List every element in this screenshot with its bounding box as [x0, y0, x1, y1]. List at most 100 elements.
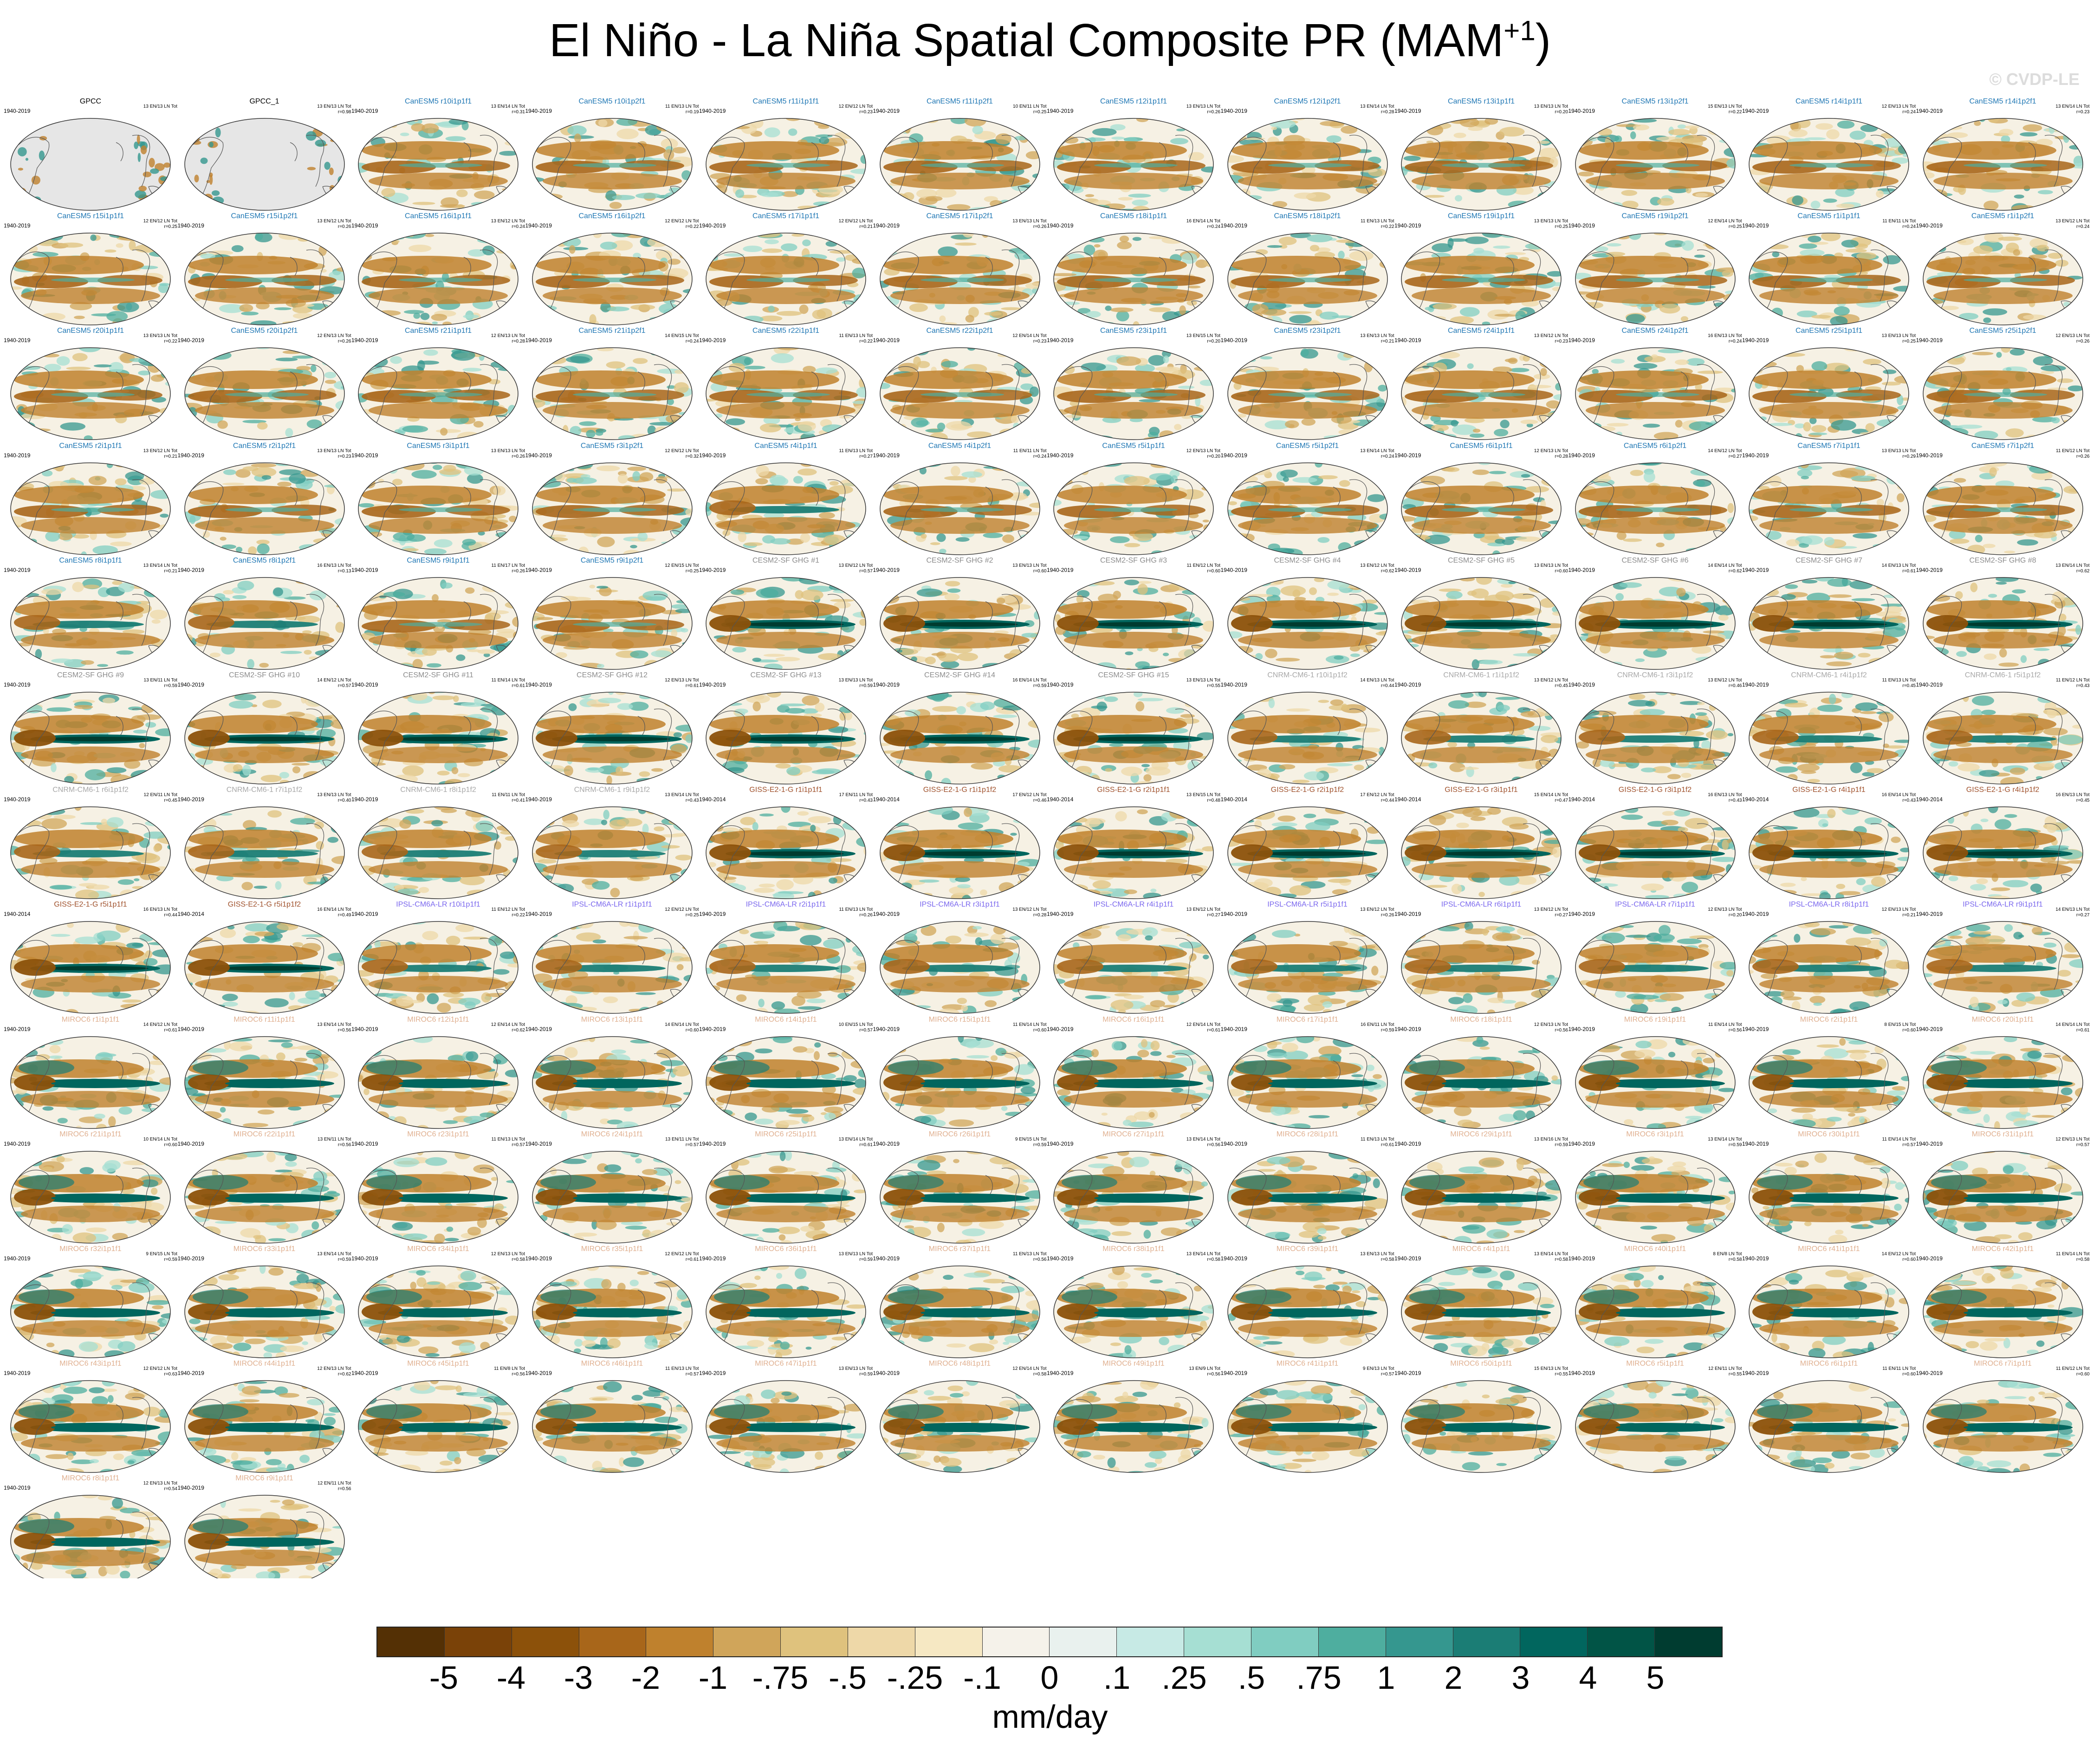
composite-map — [1227, 1151, 1388, 1244]
panel-event-count: 13 EN/13 LN Tot r=0.55 — [1186, 678, 1220, 689]
panel-event-count: 13 EN/14 LN Tot r=0.58 — [1534, 1252, 1568, 1263]
panel-count-text: 11 EN/13 LN Tot — [1882, 678, 1916, 683]
panel-title: CNRM-CM6-1 r7i1p1f2 — [226, 786, 303, 794]
colorbar-swatch — [579, 1628, 647, 1656]
panel-title: CNRM-CM6-1 r1i1p1f2 — [1443, 671, 1519, 679]
panel-title: MIROC6 r47i1p1f1 — [755, 1360, 817, 1368]
map-panel: CESM2-SF GHG #9 1940-2019 13 EN/11 LN Tot r… — [4, 671, 177, 787]
map-panel: CNRM-CM6-1 r3i1p1f2 1940-2019 13 EN/12 LN … — [1569, 671, 1742, 787]
panel-event-count: 12 EN/15 LN Tot r=0.25 — [665, 563, 699, 574]
panel-event-count: 11 EN/12 LN Tot r=0.43 — [2056, 678, 2089, 689]
panel-event-count: 13 EN/12 LN Tot r=0.24 — [491, 219, 525, 230]
map-panel: CanESM5 r12i1p1f1 1940-2019 13 EN/13 LN To… — [1047, 97, 1220, 214]
composite-map — [1922, 1380, 2083, 1473]
map-panel: CanESM5 r3i1p1f1 1940-2019 13 EN/13 LN Tot… — [351, 442, 525, 558]
panel-title: CanESM5 r3i1p1f1 — [407, 441, 470, 450]
panel-count-text: 14 EN/13 LN Tot — [2055, 907, 2090, 913]
map-panel: CanESM5 r21i1p2f1 1940-2019 14 EN/15 LN To… — [525, 327, 699, 443]
panel-count-text: 13 EN/9 LN Tot — [1189, 1366, 1220, 1372]
panel-pattern-correlation: r=0.21 — [859, 224, 873, 230]
panel-pattern-correlation: r=0.20 — [1207, 454, 1220, 459]
panel-event-count: 12 EN/14 LN Tot r=0.62 — [491, 1022, 525, 1033]
composite-map — [1575, 806, 1736, 899]
map-panel: CanESM5 r1i1p2f1 1940-2019 13 EN/12 LN Tot… — [1916, 212, 2090, 328]
panel-count-text: 13 EN/14 LN Tot — [1186, 1252, 1220, 1257]
panel-count-text: 13 EN/13 LN Tot — [1360, 333, 1394, 339]
composite-map — [1922, 806, 2083, 899]
panel-pattern-correlation: r=0.56 — [1207, 1372, 1220, 1377]
panel-pattern-correlation: r=0.27 — [2076, 913, 2090, 918]
panel-pattern-correlation: r=0.27 — [859, 454, 873, 459]
map-panel: MIROC6 r4i1p1f1 1940-2019 13 EN/14 LN Tot r… — [1394, 1245, 1568, 1361]
panel-pattern-correlation: r=0.26 — [337, 224, 351, 230]
panel-years: 1940-2019 — [699, 911, 726, 918]
panel-title: CESM2-SF GHG #14 — [924, 671, 995, 679]
panel-count-text: 12 EN/12 LN Tot — [143, 219, 177, 224]
panel-years: 1940-2019 — [1220, 1025, 1247, 1032]
panel-title: CESM2-SF GHG #4 — [1274, 556, 1341, 564]
panel-count-text: 11 EN/13 LN Tot — [839, 333, 873, 339]
panel-title: CESM2-SF GHG #15 — [1098, 671, 1169, 679]
panel-title: CESM2-SF GHG #8 — [1969, 556, 2036, 564]
panel-years: 1940-2019 — [699, 1255, 726, 1262]
panel-title: CanESM5 r23i1p2f1 — [1274, 327, 1341, 335]
panel-event-count: 11 EN/14 LN Tot r=0.60 — [1013, 1022, 1046, 1033]
panel-title: MIROC6 r37i1p1f1 — [928, 1245, 991, 1253]
panel-count-text: 13 EN/14 LN Tot — [838, 1136, 873, 1142]
panel-years: 1940-2019 — [4, 337, 31, 344]
panel-years: 1940-2019 — [699, 1140, 726, 1147]
composite-map — [1401, 462, 1562, 555]
panel-pattern-correlation: r=0.28 — [1381, 110, 1394, 115]
panel-pattern-correlation: r=0.26 — [859, 913, 873, 918]
panel-pattern-correlation: r=0.22 — [859, 339, 873, 344]
panel-years: 1940-2019 — [1568, 1370, 1595, 1377]
panel-event-count: 13 EN/13 LN Tot r=0.25 — [1534, 219, 1568, 230]
map-panel: IPSL-CM6A-LR r3i1p1f1 1940-2019 13 EN/12 L… — [873, 901, 1047, 1017]
panel-event-count: 11 EN/13 LN Tot r=0.56 — [1013, 1252, 1046, 1263]
panel-pattern-correlation: r=0.56 — [1033, 1257, 1047, 1262]
panel-pattern-correlation: r=0.59 — [164, 1257, 177, 1262]
panel-pattern-correlation: r=0.26 — [2076, 339, 2090, 344]
panel-event-count: 12 EN/12 LN Tot r=0.25 — [665, 907, 699, 918]
composite-map — [1227, 1380, 1388, 1473]
panel-title: MIROC6 r43i1p1f1 — [59, 1360, 122, 1368]
panel-count-text: 16 EN/13 LN Tot — [1708, 792, 1742, 798]
map-panel: MIROC6 r23i1p1f1 1940-2019 11 EN/13 LN Tot… — [351, 1130, 525, 1246]
panel-event-count: 13 EN/13 LN Tot r=0.59 — [839, 1366, 873, 1377]
colorbar-tick-label: -.25 — [887, 1660, 943, 1696]
panel-event-count: 12 EN/13 LN Tot r=0.57 — [2055, 1137, 2089, 1148]
panel-pattern-correlation: r=0.22 — [685, 224, 699, 230]
composite-map — [879, 118, 1040, 211]
panel-count-text: 13 EN/15 LN Tot — [1186, 792, 1220, 798]
panel-title: GISS-E2-1-G r1i1p1f2 — [923, 786, 997, 794]
panel-pattern-correlation: r=0.55 — [1728, 1372, 1742, 1377]
composite-map — [1227, 692, 1388, 785]
panel-years: 1940-2019 — [1220, 681, 1247, 688]
composite-map — [1227, 347, 1388, 441]
panel-years: 1940-2019 — [4, 222, 31, 229]
panel-years: 1940-2019 — [525, 681, 552, 688]
panel-title: MIROC6 r19i1p1f1 — [1624, 1015, 1686, 1024]
panel-pattern-correlation: r=0.25 — [164, 224, 177, 230]
panel-count-text: 11 EN/13 LN Tot — [839, 448, 873, 454]
cvdp-watermark: © CVDP-LE — [1989, 70, 2080, 89]
panel-count-text: 13 EN/14 LN Tot — [2055, 104, 2090, 109]
panel-pattern-correlation: r=0.57 — [2076, 1142, 2090, 1148]
panel-years: 1940-2019 — [1220, 222, 1247, 229]
panel-years: 1940-2019 — [4, 1255, 31, 1262]
panel-count-text: 13 EN/12 LN Tot — [1186, 907, 1220, 913]
map-panel: CanESM5 r21i1p1f1 1940-2019 12 EN/13 LN To… — [351, 327, 525, 443]
panel-count-text: 13 EN/14 LN Tot — [1360, 104, 1394, 109]
panel-count-text: 12 EN/13 LN Tot — [2055, 333, 2090, 339]
panel-count-text: 13 EN/14 LN Tot — [1360, 448, 1394, 454]
map-panel: CanESM5 r22i1p1f1 1940-2019 11 EN/13 LN To… — [699, 327, 873, 443]
panel-pattern-correlation: r=0.43 — [2076, 683, 2090, 688]
panel-event-count: 16 EN/13 LN Tot r=0.13 — [317, 563, 351, 574]
panel-count-text: 10 EN/11 LN Tot — [1013, 104, 1047, 109]
panel-title: CanESM5 r21i1p1f1 — [404, 327, 472, 335]
map-panel: IPSL-CM6A-LR r5i1p1f1 1940-2019 13 EN/12 L… — [1221, 901, 1394, 1017]
panel-count-text: 15 EN/13 LN Tot — [1534, 1366, 1568, 1372]
composite-map — [706, 118, 866, 211]
panel-title: CanESM5 r7i1p2f1 — [1971, 441, 2035, 450]
panel-pattern-correlation: r=0.56 — [512, 1372, 525, 1377]
